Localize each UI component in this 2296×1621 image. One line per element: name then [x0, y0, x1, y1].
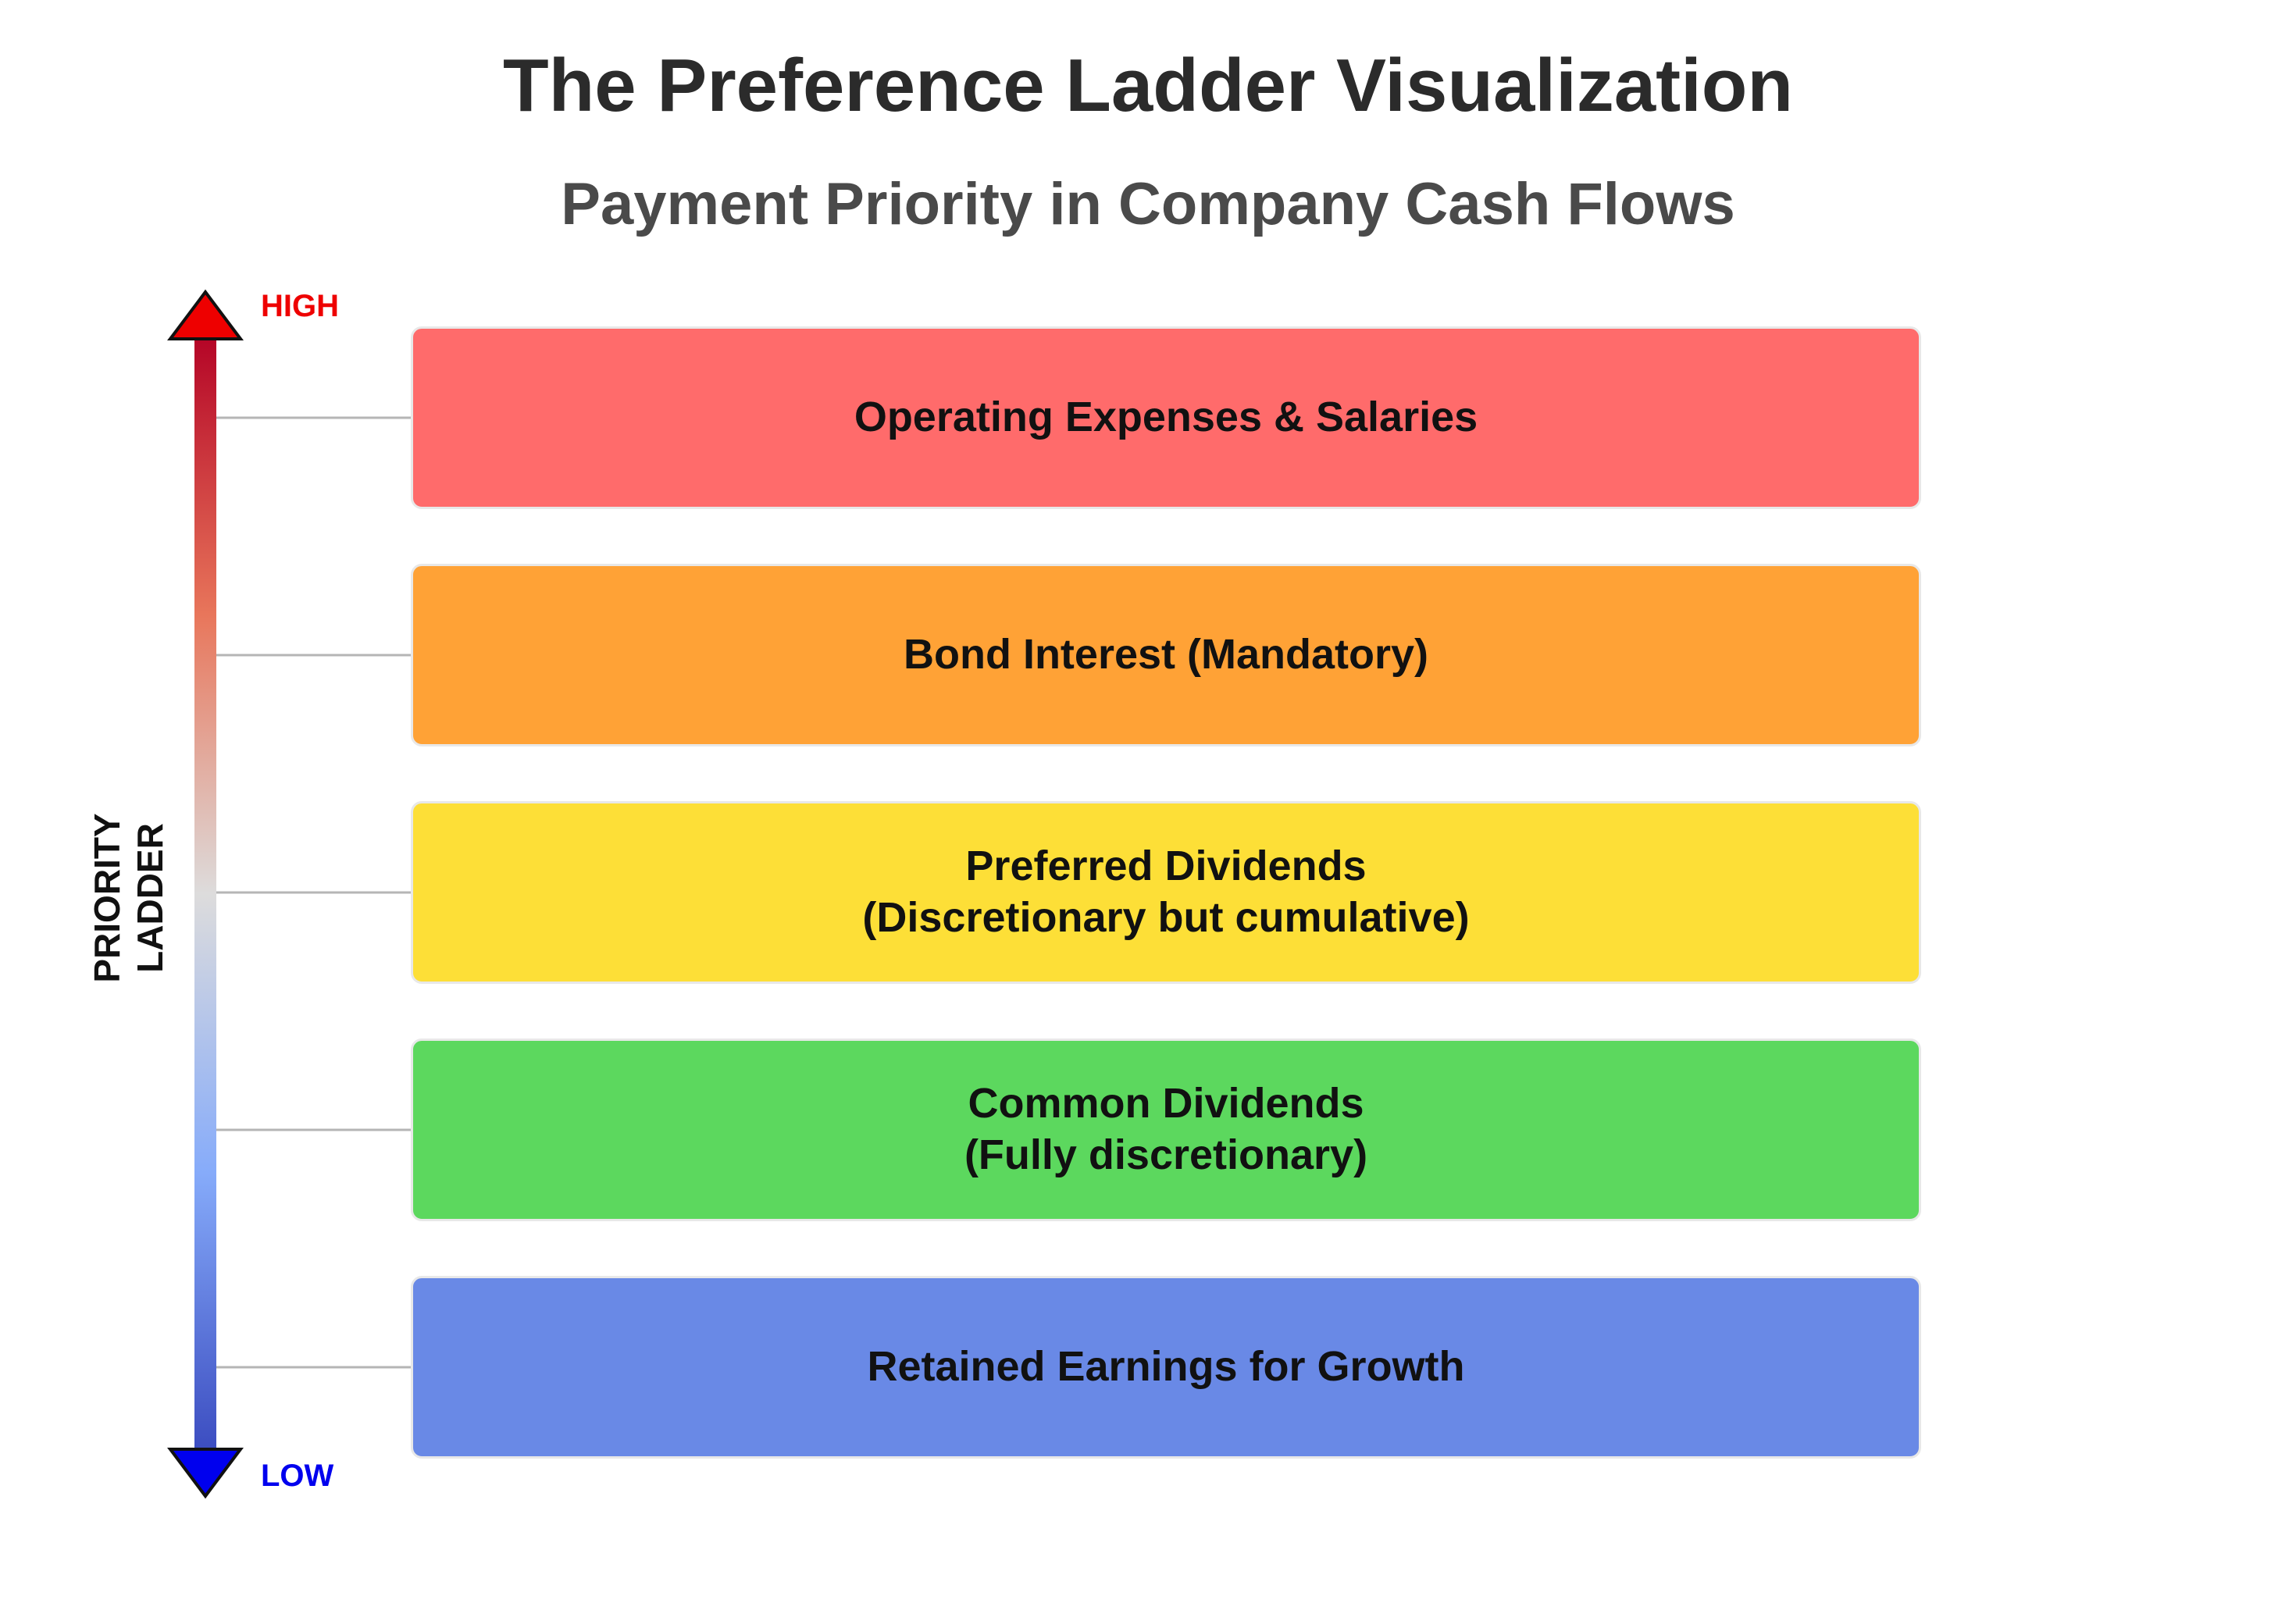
tier-box-retained-earnings: Retained Earnings for Growth	[411, 1276, 1921, 1459]
high-label: HIGH	[261, 289, 339, 323]
tier-label: Common Dividends (Fully discretionary)	[964, 1080, 1368, 1178]
low-arrowhead	[167, 1448, 244, 1499]
tier-box-common-dividends: Common Dividends (Fully discretionary)	[411, 1039, 1921, 1221]
tier-connectors	[216, 416, 431, 1369]
high-arrowhead	[167, 289, 244, 340]
tier-box-operating-expenses: Operating Expenses & Salaries	[411, 326, 1921, 509]
diagram-subtitle: Payment Priority in Company Cash Flows	[561, 171, 1735, 237]
ladder-gradient-bar	[194, 336, 216, 1452]
axis-title: PRIORITY LADDER	[86, 813, 172, 982]
tier-label: Bond Interest (Mandatory)	[903, 631, 1429, 679]
axis-title-line1: PRIORITY	[86, 813, 127, 983]
axis-title-line2: LADDER	[130, 823, 170, 973]
tier-label: Operating Expenses & Salaries	[854, 394, 1478, 441]
tier-box-bond-interest: Bond Interest (Mandatory)	[411, 564, 1921, 746]
diagram-title: The Preference Ladder Visualization	[502, 44, 1794, 127]
tier-box-preferred-dividends: Preferred Dividends (Discretionary but c…	[411, 801, 1921, 984]
tier-label: Preferred Dividends (Discretionary but c…	[862, 843, 1470, 941]
tier-label: Retained Earnings for Growth	[867, 1343, 1465, 1391]
low-label: LOW	[261, 1459, 334, 1493]
